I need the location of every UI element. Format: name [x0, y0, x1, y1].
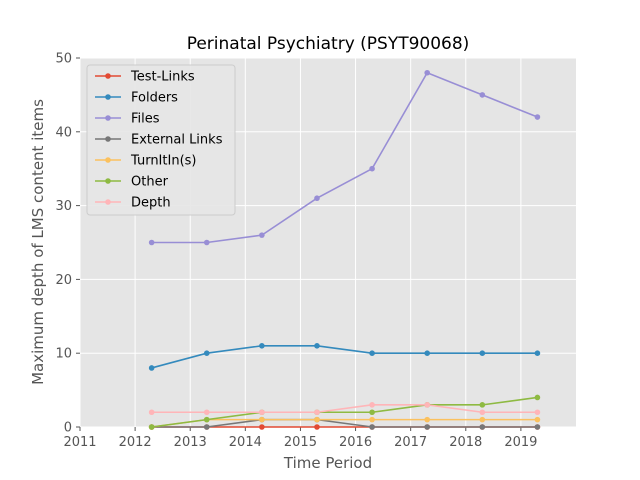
data-point-files — [148, 239, 155, 246]
data-point-depth — [424, 402, 431, 408]
data-point-external-links — [203, 424, 210, 430]
data-point-folders — [203, 350, 210, 357]
series-depth — [148, 402, 541, 416]
series-line-depth — [151, 404, 538, 414]
legend-item: External Links — [95, 133, 223, 148]
legend-marker — [105, 73, 111, 79]
x-tick-label: 2013 — [174, 435, 207, 450]
data-point-files — [479, 92, 486, 98]
legend-label: Test-Links — [130, 70, 195, 85]
data-point-other — [534, 394, 541, 401]
data-point-folders — [148, 365, 155, 371]
x-tick-label: 2015 — [284, 435, 317, 450]
data-point-depth — [479, 409, 486, 416]
y-tick-label: 0 — [64, 421, 72, 436]
x-tick-label: 2012 — [119, 435, 152, 450]
legend-label: Files — [131, 112, 160, 127]
y-axis-ticks: 0 10 20 30 40 50 — [55, 52, 80, 436]
series-layer — [148, 69, 541, 430]
series-line-files — [151, 71, 538, 244]
legend-label: Depth — [131, 196, 171, 211]
legend: Test-Links Folders Files External Links Turn… — [86, 64, 236, 216]
legend-item: Folders — [95, 91, 178, 106]
data-point-test-links — [314, 424, 320, 430]
data-point-folders — [259, 343, 265, 349]
data-point-other — [479, 402, 486, 408]
legend-marker — [105, 115, 111, 121]
data-point-other — [369, 409, 375, 416]
data-point-other — [148, 424, 155, 430]
legend-item: Depth — [95, 196, 171, 211]
y-tick-label: 50 — [55, 52, 72, 67]
legend-label: Folders — [131, 91, 178, 106]
data-point-test-links — [259, 424, 265, 430]
legend-label: TurnItIn(s) — [130, 154, 196, 169]
data-point-files — [534, 114, 541, 120]
series-line-folders — [151, 345, 538, 369]
series-files — [148, 69, 541, 246]
x-axis-ticks: 2011 2012 2013 2014 2015 2016 2017 2018 2019 — [63, 427, 537, 450]
legend-label: Other — [131, 175, 169, 190]
y-tick-label: 40 — [55, 125, 72, 140]
data-point-turnitin-s — [424, 416, 431, 423]
legend-marker — [105, 157, 111, 163]
data-point-turnitin-s — [314, 416, 320, 423]
data-point-turnitin-s — [369, 416, 375, 423]
data-point-folders — [479, 350, 486, 357]
data-point-other — [203, 416, 210, 423]
legend-item: Files — [95, 112, 160, 127]
data-point-external-links — [479, 424, 486, 430]
data-point-external-links — [369, 424, 375, 430]
y-tick-label: 30 — [55, 199, 72, 214]
data-point-files — [203, 239, 210, 246]
legend-marker — [105, 136, 111, 142]
y-axis-label: Maximum depth of LMS content items — [29, 99, 47, 385]
series-line-external-links — [151, 418, 538, 428]
data-point-folders — [534, 350, 541, 357]
data-point-depth — [314, 409, 320, 416]
legend-item: Other — [95, 175, 169, 190]
x-tick-label: 2016 — [339, 435, 372, 450]
data-point-files — [259, 232, 265, 238]
data-point-files — [369, 165, 375, 172]
data-point-files — [314, 195, 320, 202]
legend-box — [86, 64, 236, 216]
data-point-depth — [259, 409, 265, 416]
x-axis-label: Time Period — [283, 454, 372, 472]
legend-marker — [105, 178, 111, 184]
y-tick-label: 10 — [55, 347, 72, 362]
x-tick-label: 2018 — [449, 435, 482, 450]
data-point-files — [424, 69, 431, 76]
data-point-turnitin-s — [534, 416, 541, 423]
data-point-depth — [369, 402, 375, 408]
legend-marker — [105, 94, 111, 100]
series-folders — [148, 343, 541, 371]
data-point-folders — [369, 350, 375, 357]
legend-item: TurnItIn(s) — [95, 154, 196, 169]
data-point-external-links — [424, 424, 431, 430]
data-point-turnitin-s — [259, 416, 265, 423]
legend-marker — [105, 199, 111, 205]
data-point-folders — [314, 343, 320, 349]
data-point-depth — [534, 409, 541, 416]
data-point-depth — [148, 409, 155, 416]
x-tick-label: 2017 — [394, 435, 427, 450]
y-tick-label: 20 — [55, 273, 72, 288]
series-line-other — [151, 396, 538, 428]
data-point-depth — [203, 409, 210, 416]
data-point-folders — [424, 350, 431, 357]
legend-label: External Links — [131, 133, 223, 148]
x-tick-label: 2014 — [229, 435, 262, 450]
data-point-external-links — [534, 424, 541, 430]
chart-title: Perinatal Psychiatry (PSYT90068) — [187, 34, 470, 54]
x-tick-label: 2019 — [504, 435, 537, 450]
series-line-turnitin-s — [151, 418, 538, 428]
x-tick-label: 2011 — [63, 435, 96, 450]
data-point-turnitin-s — [479, 416, 486, 423]
legend-item: Test-Links — [95, 70, 195, 85]
